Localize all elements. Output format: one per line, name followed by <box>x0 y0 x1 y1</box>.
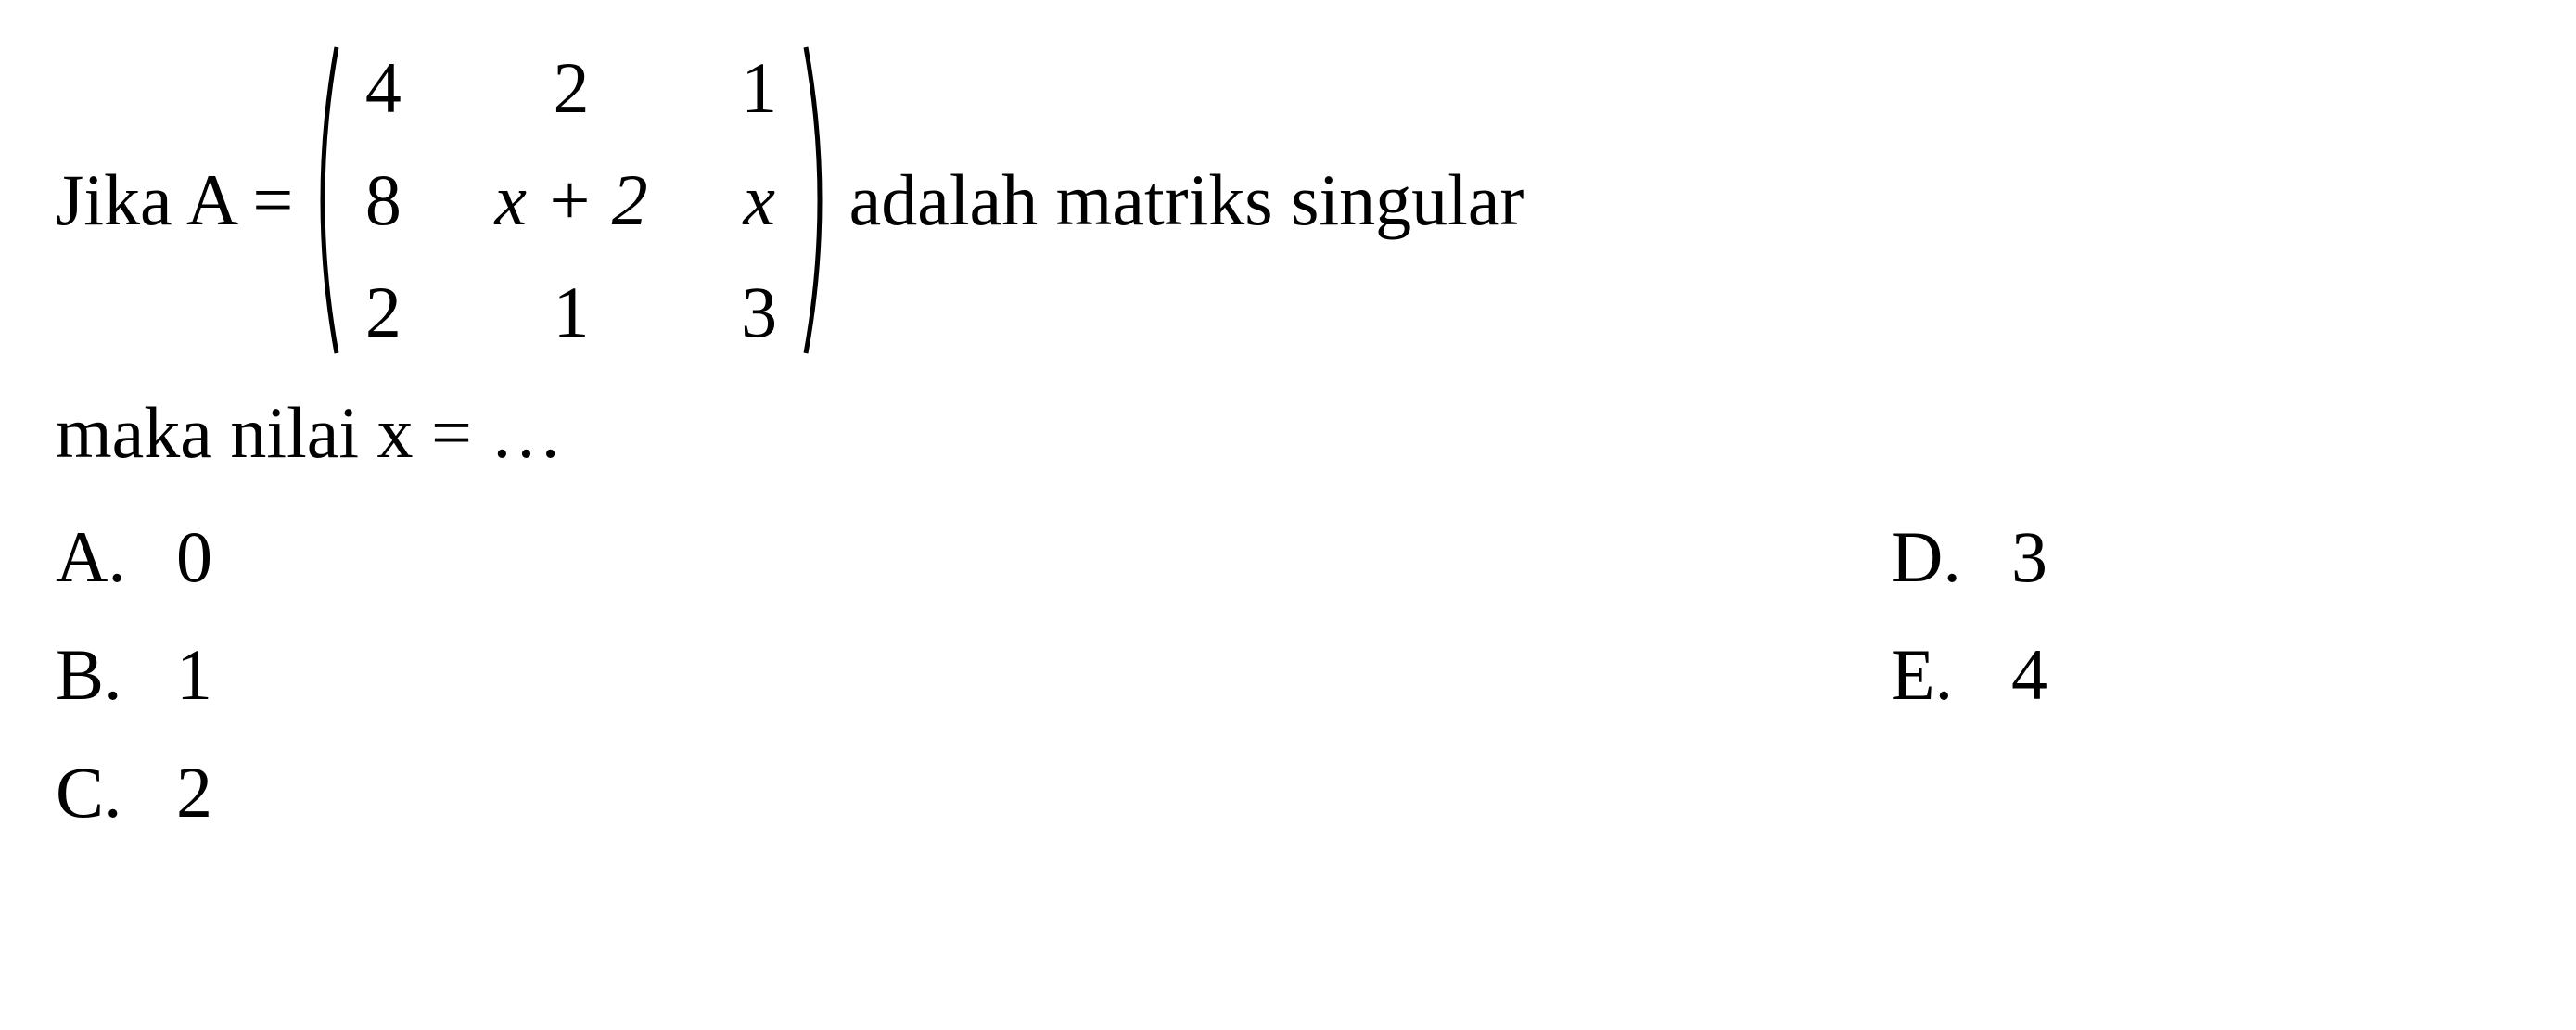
option-value-A: 0 <box>176 506 212 607</box>
matrix-cell-1-0: 8 <box>355 149 411 250</box>
option-value-E: 4 <box>2011 624 2047 725</box>
option-label-A: A. <box>56 506 167 607</box>
option-A: A. 0 <box>56 506 685 607</box>
option-label-C: C. <box>56 742 167 843</box>
question-followup: maka nilai x = … <box>56 382 2520 483</box>
matrix-cell-0-2: 1 <box>732 37 787 138</box>
option-E: E. 4 <box>1891 624 2520 725</box>
matrix-cell-1-2: x <box>732 149 787 250</box>
option-C: C. 2 <box>56 742 685 843</box>
question-line-1: Jika A = 4 2 1 8 x + 2 x 2 1 3 adalah ma… <box>56 37 2520 363</box>
matrix-cell-2-1: 1 <box>494 261 647 362</box>
option-label-B: B. <box>56 624 167 725</box>
left-paren-icon <box>304 43 341 358</box>
option-D: D. 3 <box>1891 506 2520 607</box>
matrix-cell-0-1: 2 <box>494 37 647 138</box>
right-paren-icon <box>801 43 838 358</box>
option-value-B: 1 <box>176 624 212 725</box>
question-container: Jika A = 4 2 1 8 x + 2 x 2 1 3 adalah ma… <box>56 37 2520 843</box>
question-suffix: adalah matriks singular <box>849 149 1524 250</box>
option-B: B. 1 <box>56 624 685 725</box>
option-value-C: 2 <box>176 742 212 843</box>
option-value-D: 3 <box>2011 506 2047 607</box>
option-label-D: D. <box>1891 506 2002 607</box>
matrix-A: 4 2 1 8 x + 2 x 2 1 3 <box>304 37 837 363</box>
option-label-E: E. <box>1891 624 2002 725</box>
matrix-cell-1-1: x + 2 <box>494 149 647 250</box>
matrix-cell-2-2: 3 <box>732 261 787 362</box>
matrix-cell-2-0: 2 <box>355 261 411 362</box>
answer-options: A. 0 D. 3 B. 1 E. 4 C. 2 <box>56 506 2520 844</box>
matrix-cell-0-0: 4 <box>355 37 411 138</box>
matrix-grid: 4 2 1 8 x + 2 x 2 1 3 <box>341 37 800 363</box>
question-prefix: Jika A = <box>56 149 293 250</box>
